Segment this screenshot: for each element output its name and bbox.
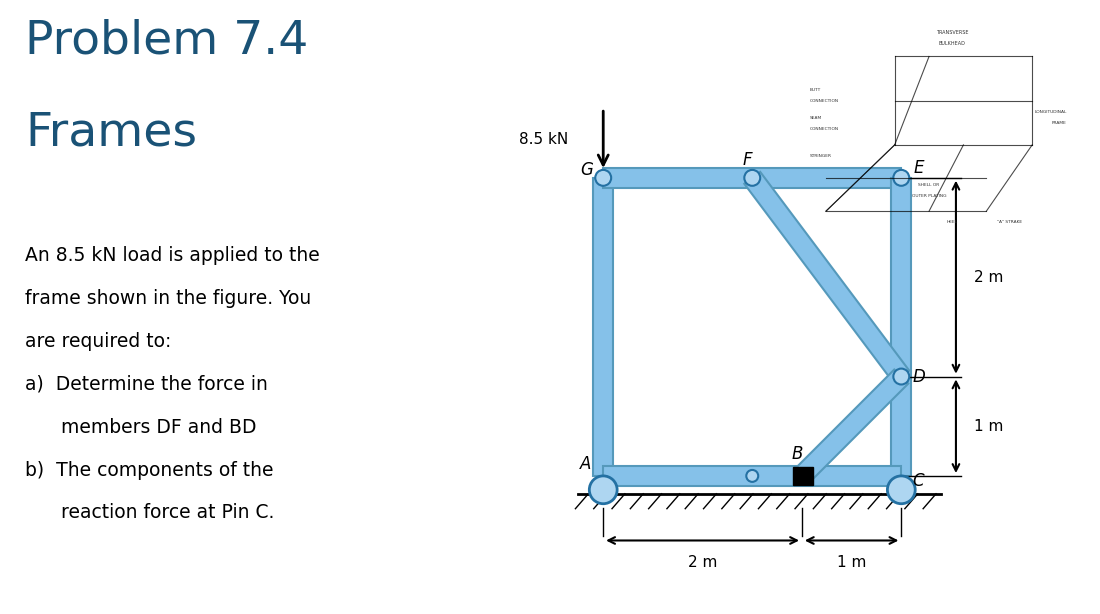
Text: BULKHEAD: BULKHEAD bbox=[938, 41, 966, 46]
Text: D: D bbox=[913, 368, 925, 386]
Polygon shape bbox=[795, 370, 909, 483]
Polygon shape bbox=[603, 466, 901, 486]
Text: LONGITUDINAL: LONGITUDINAL bbox=[1034, 110, 1067, 114]
Polygon shape bbox=[745, 172, 910, 383]
Text: G: G bbox=[580, 161, 593, 179]
Text: CONNECTION: CONNECTION bbox=[810, 128, 839, 131]
Text: STRINGER: STRINGER bbox=[810, 154, 832, 158]
Circle shape bbox=[888, 476, 915, 503]
Text: SHELL OR: SHELL OR bbox=[918, 183, 939, 187]
Polygon shape bbox=[891, 178, 911, 476]
Text: a)  Determine the force in: a) Determine the force in bbox=[25, 375, 268, 394]
Text: A: A bbox=[580, 455, 591, 473]
Text: BUTT: BUTT bbox=[810, 88, 821, 91]
Text: 2 m: 2 m bbox=[974, 270, 1003, 285]
Text: C: C bbox=[912, 472, 924, 490]
Text: B: B bbox=[791, 445, 803, 463]
Text: CONNECTION: CONNECTION bbox=[810, 99, 839, 103]
Polygon shape bbox=[603, 168, 901, 188]
Circle shape bbox=[745, 170, 760, 186]
Circle shape bbox=[893, 368, 910, 384]
Text: Frames: Frames bbox=[25, 111, 197, 155]
Bar bbox=[793, 467, 813, 485]
Text: frame shown in the figure. You: frame shown in the figure. You bbox=[25, 289, 311, 308]
Text: 1 m: 1 m bbox=[837, 556, 867, 570]
Text: HEEL: HEEL bbox=[946, 220, 957, 225]
Text: An 8.5 kN load is applied to the: An 8.5 kN load is applied to the bbox=[25, 246, 320, 265]
Text: Problem 7.4: Problem 7.4 bbox=[25, 18, 309, 63]
Text: 2 m: 2 m bbox=[688, 556, 717, 570]
Text: 1 m: 1 m bbox=[974, 419, 1003, 433]
Text: TRANSVERSE: TRANSVERSE bbox=[936, 30, 968, 35]
Text: E: E bbox=[914, 159, 924, 177]
Text: are required to:: are required to: bbox=[25, 332, 172, 351]
Circle shape bbox=[590, 476, 617, 503]
Text: OUTER PLATING: OUTER PLATING bbox=[912, 194, 946, 198]
Text: b)  The components of the: b) The components of the bbox=[25, 460, 274, 480]
Circle shape bbox=[746, 470, 758, 482]
Text: "A" STRAKE: "A" STRAKE bbox=[997, 220, 1022, 225]
Text: SEAM: SEAM bbox=[810, 117, 822, 120]
Circle shape bbox=[595, 170, 612, 186]
Polygon shape bbox=[593, 178, 613, 476]
Text: members DF and BD: members DF and BD bbox=[60, 418, 256, 437]
Circle shape bbox=[893, 170, 910, 186]
Text: reaction force at Pin C.: reaction force at Pin C. bbox=[60, 503, 274, 523]
Text: 8.5 kN: 8.5 kN bbox=[519, 132, 569, 147]
Text: F: F bbox=[742, 151, 752, 169]
Text: FRAME: FRAME bbox=[1052, 121, 1067, 125]
